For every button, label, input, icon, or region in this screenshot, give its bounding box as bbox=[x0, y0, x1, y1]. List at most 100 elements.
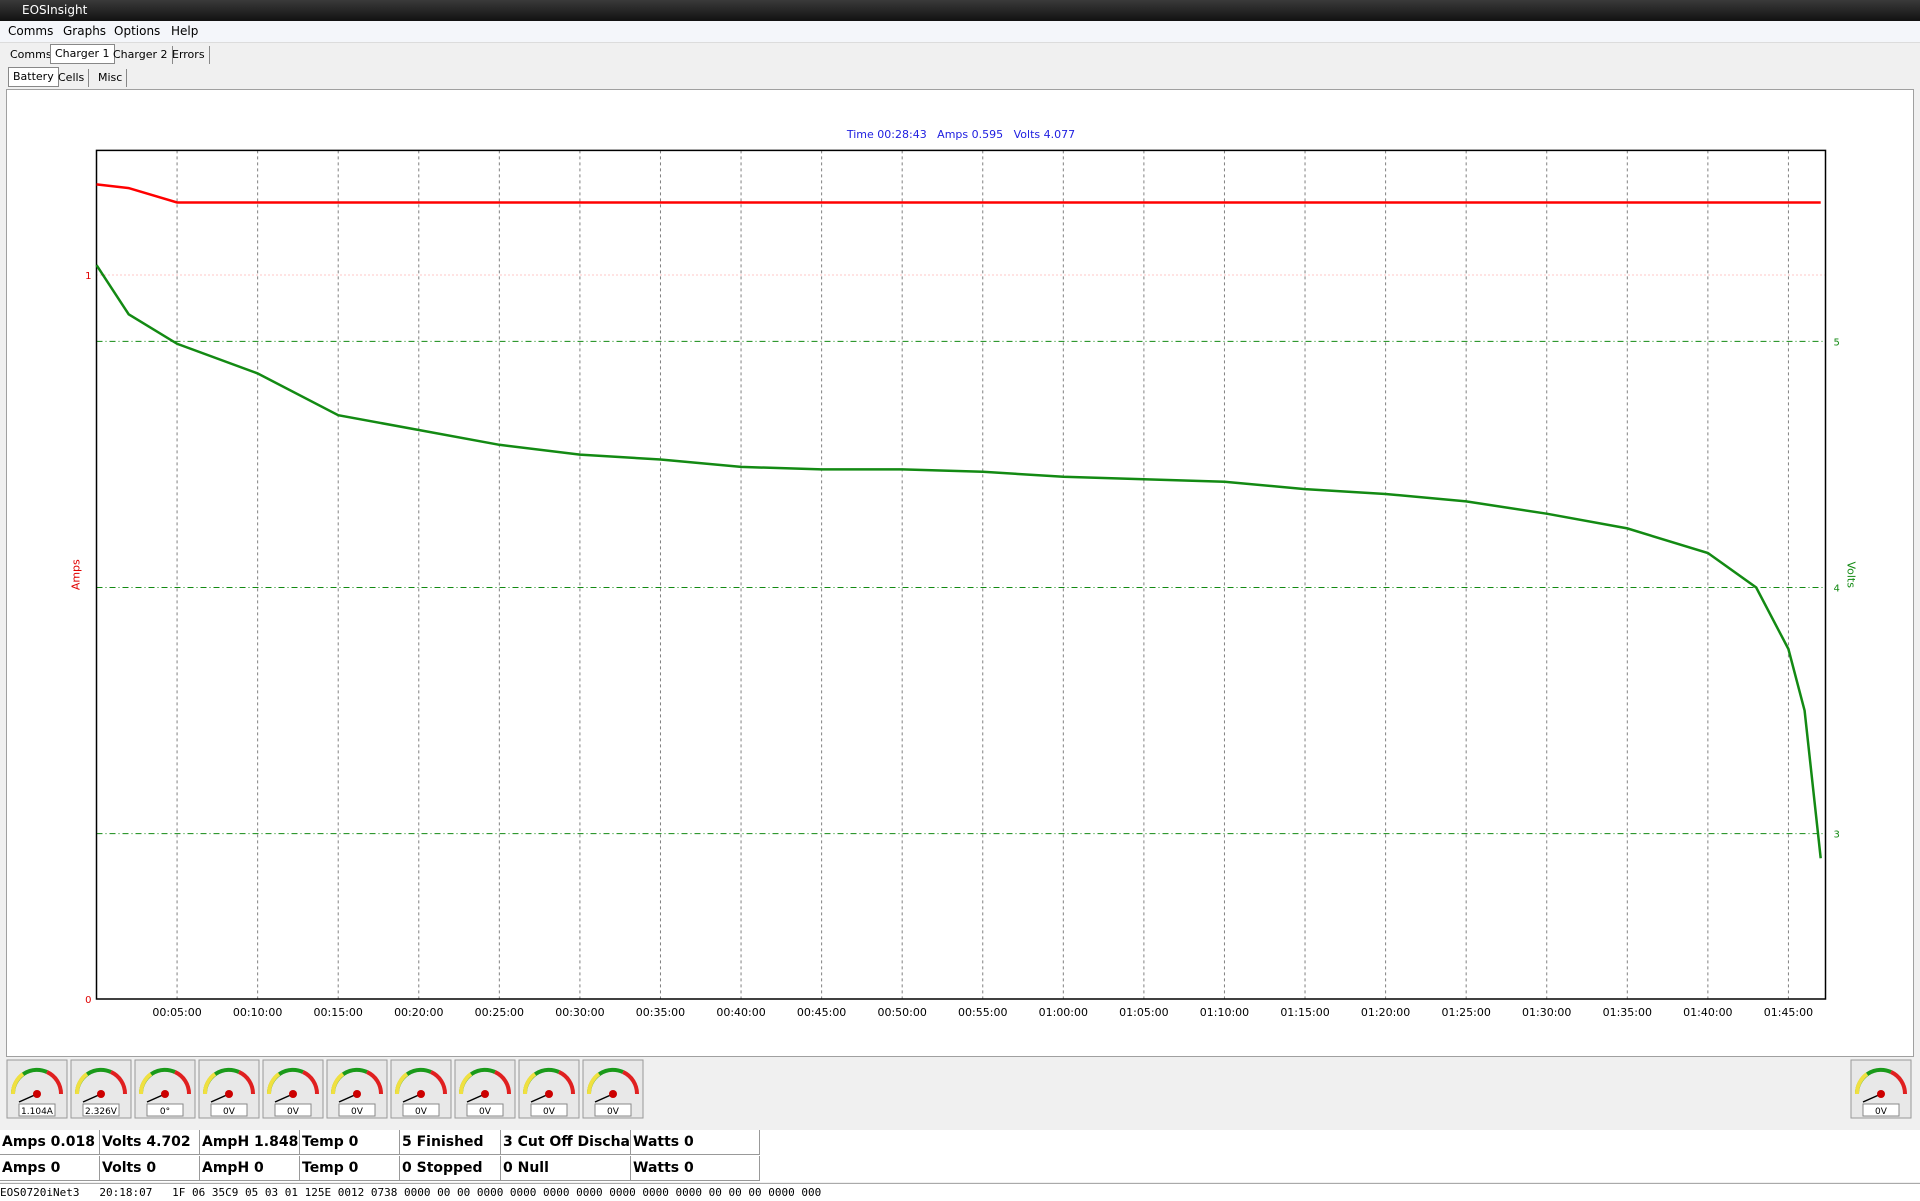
y2-tick-label: 4 bbox=[1834, 583, 1840, 594]
gauge-label: 0V bbox=[479, 1107, 492, 1117]
gauge-hub bbox=[225, 1090, 233, 1098]
y2-tick-label: 5 bbox=[1834, 337, 1840, 348]
gauge-label-box bbox=[274, 1103, 312, 1117]
tab[interactable]: Comms bbox=[6, 46, 57, 64]
series-line bbox=[95, 264, 1822, 859]
y-tick-label: 0 bbox=[85, 995, 91, 1006]
gauge-label: 0V bbox=[223, 1107, 236, 1117]
gauge-arc-red bbox=[238, 1070, 256, 1095]
gauge-arc-yellow bbox=[394, 1072, 409, 1095]
x-tick-label: 00:15:00 bbox=[314, 1006, 363, 1019]
menu-item[interactable]: Comms bbox=[8, 24, 54, 38]
series-line bbox=[96, 183, 1821, 204]
gauge-arc-yellow bbox=[330, 1072, 345, 1095]
chart: Time 00:28:43 Amps 0.595 Volts 4.077 00:0… bbox=[70, 128, 1858, 1019]
x-tick-label: 00:40:00 bbox=[716, 1006, 765, 1019]
x-tick-label: 01:30:00 bbox=[1522, 1006, 1571, 1019]
x-tick-label: 00:55:00 bbox=[958, 1006, 1007, 1019]
gauge-label-box bbox=[210, 1103, 248, 1117]
gauge-label: 0° bbox=[160, 1107, 170, 1117]
gauge-arc-red bbox=[558, 1070, 576, 1095]
chart-panel: Time 00:28:43 Amps 0.595 Volts 4.077 00:0… bbox=[6, 89, 1914, 1057]
gauge-arc-red bbox=[174, 1070, 192, 1095]
gauge-arc-yellow bbox=[522, 1072, 537, 1095]
plot-frame bbox=[95, 149, 1827, 1000]
x-tick-label: 00:30:00 bbox=[555, 1006, 604, 1019]
status-line: EOS0720iNet3 20:18:07 1F 06 35C9 05 03 0… bbox=[0, 1183, 1920, 1201]
x-tick-label: 00:05:00 bbox=[152, 1006, 201, 1019]
x-tick-label: 01:20:00 bbox=[1361, 1006, 1410, 1019]
x-tick-label: 00:20:00 bbox=[394, 1006, 443, 1019]
status-cell: Amps 0.018 bbox=[0, 1130, 100, 1155]
menu-bar: Comms Graphs Options Help bbox=[0, 21, 1920, 43]
gauge-label-box bbox=[530, 1103, 568, 1117]
tab-row: Comms Charger 1 Charger 2 Errors bbox=[6, 44, 606, 66]
x-tick-label: 01:35:00 bbox=[1603, 1006, 1652, 1019]
menu-item[interactable]: Help bbox=[171, 24, 199, 38]
gauge-arc-yellow bbox=[10, 1072, 25, 1095]
chart-title: Time 00:28:43 Amps 0.595 Volts 4.077 bbox=[846, 128, 1075, 141]
x-tick-label: 01:25:00 bbox=[1441, 1006, 1490, 1019]
gauge-arc-yellow bbox=[266, 1072, 281, 1095]
x-tick-label: 01:40:00 bbox=[1683, 1006, 1732, 1019]
x-tick-label: 01:10:00 bbox=[1200, 1006, 1249, 1019]
y2-tick-label: 3 bbox=[1834, 830, 1840, 841]
gauge-hub bbox=[609, 1090, 617, 1098]
gauge-label-box bbox=[402, 1103, 440, 1117]
gauge-arc-yellow bbox=[74, 1072, 89, 1095]
subtab[interactable]: Cells bbox=[54, 69, 90, 87]
menu-item[interactable]: Options bbox=[114, 24, 161, 38]
gauge-hub bbox=[97, 1090, 105, 1098]
gauge-hub bbox=[417, 1090, 425, 1098]
status-cell: Amps 0 bbox=[0, 1156, 100, 1181]
x-tick-label: 00:35:00 bbox=[636, 1006, 685, 1019]
status-cell: Volts 4.702 bbox=[100, 1130, 200, 1155]
status-cell: Temp 0 bbox=[300, 1130, 400, 1155]
x-tick-label: 00:25:00 bbox=[475, 1006, 524, 1019]
gauge-hub bbox=[289, 1090, 297, 1098]
gauge-hub bbox=[1877, 1090, 1885, 1098]
gauge-label-box bbox=[82, 1103, 120, 1117]
gauge-arc-yellow bbox=[138, 1072, 153, 1095]
y-axis-label: Amps bbox=[70, 559, 83, 590]
subtab[interactable]: Misc bbox=[94, 69, 128, 87]
tab[interactable]: Charger 1 bbox=[50, 44, 115, 64]
gauge-arc-red bbox=[46, 1070, 64, 1095]
gauge-label: 0V bbox=[287, 1107, 300, 1117]
gauge-arc-yellow bbox=[458, 1072, 473, 1095]
status-cell: 0 Null bbox=[501, 1156, 631, 1181]
x-tick-label: 00:45:00 bbox=[797, 1006, 846, 1019]
status-cell: Volts 0 bbox=[100, 1156, 200, 1181]
status-cell: 3 Cut Off Discharg bbox=[501, 1130, 631, 1155]
gauge-hub bbox=[545, 1090, 553, 1098]
status-cell: Watts 0 bbox=[631, 1130, 760, 1155]
gauge-label: 0V bbox=[415, 1107, 428, 1117]
gauge-label: 1.104A bbox=[21, 1107, 54, 1117]
x-tick-label: 00:50:00 bbox=[877, 1006, 926, 1019]
status-cell: AmpH 0 bbox=[200, 1156, 300, 1181]
gauge-arc-red bbox=[430, 1070, 448, 1095]
y2-axis-label: Volts bbox=[1845, 561, 1858, 588]
gauge-arc-yellow bbox=[1854, 1072, 1869, 1095]
x-tick-label: 01:45:00 bbox=[1764, 1006, 1813, 1019]
tab[interactable]: Errors bbox=[168, 46, 210, 64]
gauge-hub bbox=[33, 1090, 41, 1098]
gauge-arc-red bbox=[302, 1070, 320, 1095]
gauge-label: 0V bbox=[351, 1107, 364, 1117]
menu-item[interactable]: Graphs bbox=[63, 24, 107, 38]
x-tick-label: 01:00:00 bbox=[1039, 1006, 1088, 1019]
subtab[interactable]: Battery bbox=[8, 67, 59, 87]
gauge-row: 1.104A 2.326V 0° 0V 0V 0V 0V 0V 0V 0V 0V bbox=[6, 1059, 1912, 1119]
gauge-arc-red bbox=[110, 1070, 128, 1095]
window-title: EOSInsight bbox=[22, 3, 88, 17]
title-bar: EOSInsight bbox=[0, 0, 1920, 21]
gauge-label-box bbox=[1862, 1103, 1900, 1117]
status-cell: 5 Finished bbox=[400, 1130, 501, 1155]
tab[interactable]: Charger 2 bbox=[109, 46, 173, 64]
gauge-arc-red bbox=[622, 1070, 640, 1095]
status-cell: 0 Stopped bbox=[400, 1156, 501, 1181]
gauge-label: 2.326V bbox=[85, 1107, 118, 1117]
status-cell: Watts 0 bbox=[631, 1156, 760, 1181]
